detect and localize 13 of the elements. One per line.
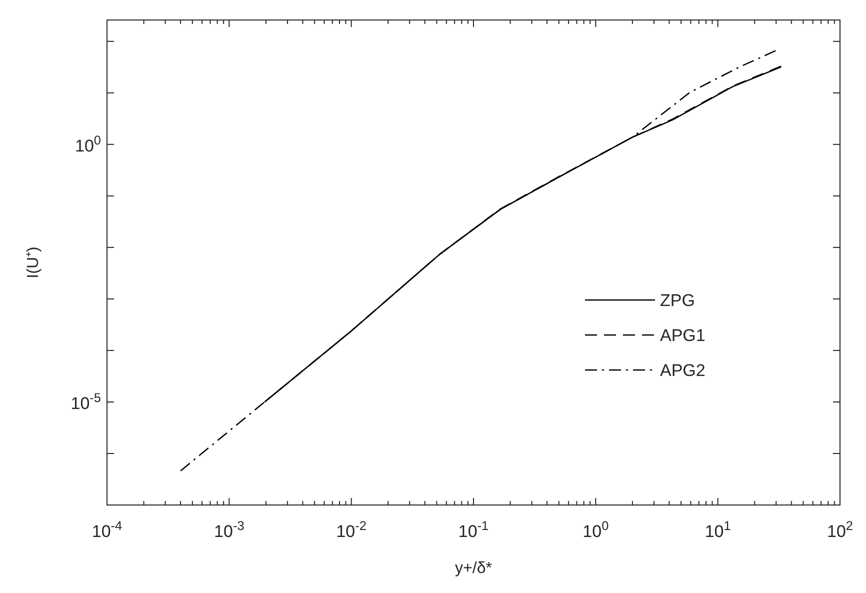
x-tick-label: 10$^{-3}$ bbox=[214, 518, 244, 541]
x-tick-label: 10$^{1}$ bbox=[704, 518, 731, 541]
x-tick-label: 10$^{-2}$ bbox=[336, 518, 366, 541]
x-axis-title: y+/δ* bbox=[455, 560, 492, 577]
legend-label: ZPG bbox=[660, 291, 695, 310]
x-tick-label: 10$^{-4}$ bbox=[92, 518, 122, 541]
x-tick-label: 10$^{-1}$ bbox=[458, 518, 489, 541]
y-tick-label: 10$^{-5}$ bbox=[70, 389, 101, 413]
legend-label: APG2 bbox=[660, 361, 706, 380]
x-tick-label: 10$^{2}$ bbox=[826, 518, 854, 541]
y-axis-title: I(U⁺) bbox=[25, 246, 42, 278]
legend-label: APG1 bbox=[660, 326, 706, 345]
x-tick-label: 10$^{0}$ bbox=[582, 518, 609, 541]
